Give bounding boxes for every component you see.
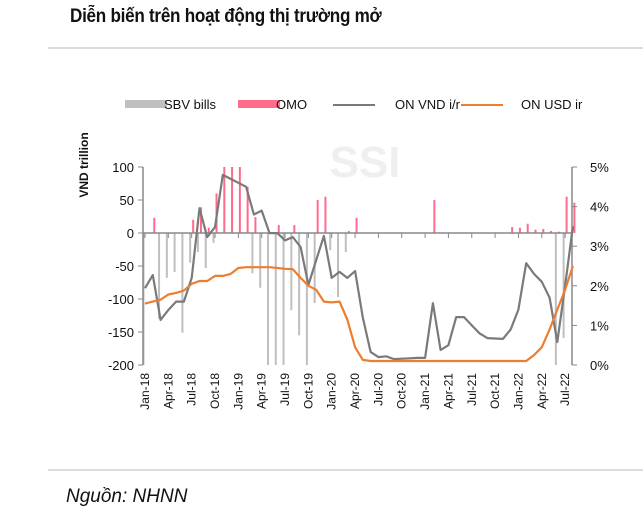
sbv-bills-bar bbox=[173, 233, 176, 272]
x-tick-label: Jul-21 bbox=[465, 373, 479, 406]
sbv-bills-bar bbox=[165, 233, 168, 278]
y-axis-label: VND trillion bbox=[77, 132, 91, 197]
x-tick-label: Jul-19 bbox=[278, 373, 292, 406]
omo-bar bbox=[355, 217, 358, 233]
x-tick-label: Oct-18 bbox=[208, 373, 222, 409]
omo-bar bbox=[542, 229, 545, 233]
omo-bar bbox=[573, 202, 576, 233]
chart-title: Diễn biến trên hoạt động thị trường mở bbox=[70, 6, 382, 27]
left-tick-label: -50 bbox=[115, 259, 134, 274]
x-tick-label: Jan-22 bbox=[511, 373, 525, 410]
omo-bar bbox=[347, 231, 350, 233]
x-tick-label: Jan-18 bbox=[138, 373, 152, 410]
legend: SBV bills OMO ON VND i/r ON USD ir bbox=[125, 97, 583, 112]
x-tick-label: Apr-21 bbox=[441, 373, 455, 409]
omo-bar bbox=[316, 200, 319, 233]
omo-bar bbox=[518, 227, 521, 233]
legend-label: ON VND i/r bbox=[395, 97, 461, 112]
sbv-bills-bar bbox=[344, 233, 347, 253]
x-tick-label: Jan-19 bbox=[231, 373, 245, 410]
omo-bar bbox=[324, 196, 327, 233]
x-tick-label: Apr-20 bbox=[348, 373, 362, 409]
x-tick-label: Apr-22 bbox=[535, 373, 549, 409]
sbv-bills-bar bbox=[554, 233, 557, 365]
sbv-bills-bar bbox=[305, 233, 308, 365]
legend-label: ON USD ir bbox=[521, 97, 583, 112]
sbv-bills-bar bbox=[204, 233, 207, 268]
sbv-bills-bar bbox=[181, 233, 184, 333]
axes: 100 50 0 -50 -100 -150 -200 5% 4% 3% 2% 1% 0% Jan-18 A… bbox=[108, 160, 609, 410]
lines bbox=[144, 173, 574, 363]
omo-bar bbox=[199, 207, 202, 233]
bars bbox=[142, 167, 576, 365]
sbv-bills-bar bbox=[259, 233, 262, 288]
omo-bar bbox=[254, 217, 257, 233]
x-tick-label: Jan-21 bbox=[418, 373, 432, 410]
sbv-bills-bar bbox=[189, 233, 192, 263]
sbv-bills-bar bbox=[337, 233, 339, 298]
right-tick-label: 3% bbox=[590, 239, 609, 254]
left-tick-label: 0 bbox=[127, 226, 134, 241]
omo-bar bbox=[526, 223, 529, 233]
x-tick-label: Oct-21 bbox=[488, 373, 502, 409]
right-tick-label: 2% bbox=[590, 279, 609, 294]
sbv-bills-bar bbox=[562, 233, 565, 338]
x-tick-label: Jul-22 bbox=[558, 373, 572, 406]
x-tick-label: Apr-18 bbox=[161, 373, 175, 409]
x-tick-label: Apr-19 bbox=[255, 373, 269, 409]
omo-bar bbox=[433, 200, 436, 233]
omo-bar bbox=[550, 231, 553, 233]
legend-swatch-1 bbox=[238, 100, 280, 108]
omo-bar bbox=[231, 167, 234, 233]
on-usd-line bbox=[144, 265, 574, 363]
legend-swatch-0 bbox=[125, 100, 167, 108]
sbv-bills-bar bbox=[196, 233, 199, 253]
sbv-bills-bar bbox=[290, 233, 293, 311]
omo-bar bbox=[223, 167, 226, 233]
omo-bar bbox=[534, 229, 537, 233]
legend-label: SBV bills bbox=[164, 97, 217, 112]
left-tick-label: -150 bbox=[108, 325, 134, 340]
left-tick-label: 100 bbox=[112, 160, 134, 175]
legend-label: OMO bbox=[276, 97, 307, 112]
sbv-bills-bar bbox=[251, 233, 254, 274]
right-tick-label: 0% bbox=[590, 358, 609, 373]
omo-bar bbox=[293, 225, 296, 233]
on-vnd-line bbox=[144, 173, 574, 361]
left-tick-label: -200 bbox=[108, 358, 134, 373]
x-tick-label: Jul-20 bbox=[371, 373, 385, 406]
x-tick-label: Oct-20 bbox=[395, 373, 409, 409]
sbv-bills-bar bbox=[212, 233, 215, 243]
x-tick-label: Oct-19 bbox=[301, 373, 315, 409]
x-tick-label: Jul-18 bbox=[185, 373, 199, 406]
sbv-bills-bar bbox=[282, 233, 285, 365]
right-tick-label: 5% bbox=[590, 160, 609, 175]
left-tick-label: 50 bbox=[120, 193, 134, 208]
right-tick-label: 4% bbox=[590, 200, 609, 215]
omo-bar bbox=[565, 196, 568, 233]
sbv-bills-bar bbox=[266, 233, 269, 365]
omo-bar bbox=[511, 227, 514, 233]
sbv-bills-bar bbox=[329, 233, 332, 251]
omo-bar bbox=[246, 186, 249, 233]
omo-bar bbox=[192, 219, 195, 233]
watermark: SSI bbox=[330, 138, 401, 187]
sbv-bills-bar bbox=[274, 233, 277, 365]
x-tick-label: Jan-20 bbox=[325, 373, 339, 410]
sbv-bills-bar bbox=[298, 233, 301, 336]
omo-bar bbox=[277, 225, 280, 233]
source-note: Nguồn: NHNN bbox=[66, 486, 188, 507]
right-tick-label: 1% bbox=[590, 318, 609, 333]
sbv-bills-bar bbox=[158, 233, 161, 319]
omo-bar bbox=[207, 227, 210, 233]
omo-bar bbox=[238, 167, 241, 233]
left-tick-label: -100 bbox=[108, 292, 134, 307]
omo-bar bbox=[153, 217, 156, 233]
